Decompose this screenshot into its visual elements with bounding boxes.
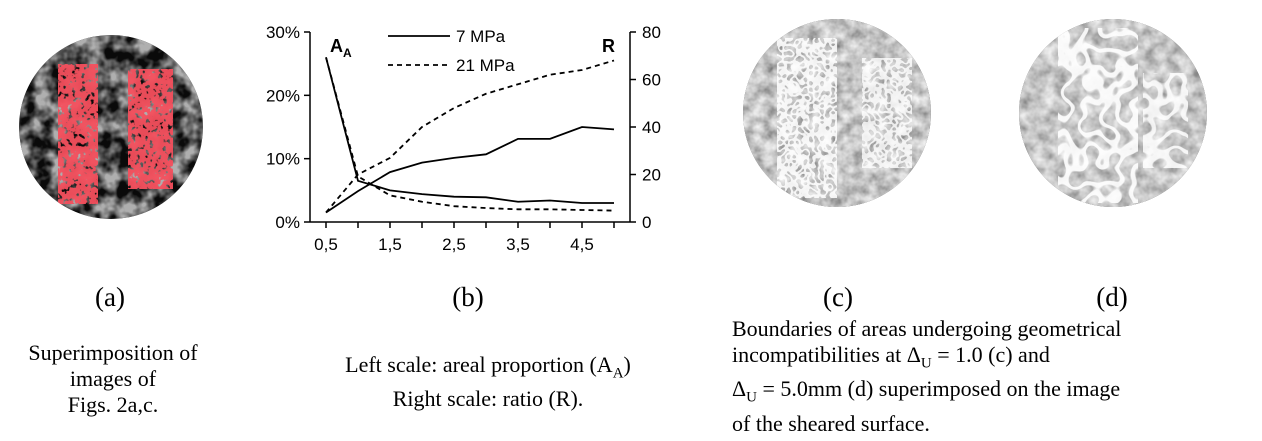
caption-a: Superimposition of images of Figs. 2a,c. [8, 340, 218, 418]
caption-a-line3: Figs. 2a,c. [67, 392, 159, 417]
left-tick-label: 30% [266, 23, 300, 42]
right-tick-label: 60 [642, 71, 661, 90]
x-axis: 0,5 1,5 2,5 3,5 4,5 [310, 221, 630, 254]
right-tick-label: 80 [642, 23, 661, 42]
image-d-boundaries [1019, 19, 1207, 207]
caption-a-line2: images of [69, 366, 157, 391]
caption-cd-l2a: incompatibilities at Δ [732, 342, 921, 367]
left-axis-label-sub: A [343, 46, 352, 60]
caption-b: Left scale: areal proportion (AA) Right … [328, 352, 648, 412]
caption-b-close: ) [623, 352, 631, 377]
right-axis-label: R [602, 36, 615, 56]
caption-cd-l3sub: U [746, 389, 757, 406]
x-tick-label: 3,5 [506, 235, 530, 254]
image-a-superimposition [19, 35, 203, 219]
label-d: (d) [1096, 282, 1128, 312]
legend-label-21mpa: 21 MPa [456, 56, 515, 75]
right-axis: 0 20 40 60 80 [629, 23, 661, 232]
caption-cd-l2sub: U [920, 355, 932, 372]
caption-b-sub: A [612, 365, 624, 382]
caption-cd-line1: Boundaries of areas undergoing geometric… [732, 316, 1122, 341]
right-tick-label: 0 [642, 213, 651, 232]
x-tick-label: 1,5 [378, 235, 402, 254]
series-line-21-mpa-left [325, 57, 615, 212]
left-tick-label: 0% [275, 213, 300, 232]
caption-cd-line2: incompatibilities at ΔU = 1.0 (c) and [732, 342, 1257, 376]
left-tick-label: 10% [266, 150, 300, 169]
left-axis: 0% 10% 20% 30% [266, 23, 311, 232]
chart-b: 0% 10% 20% 30% 0 20 40 60 80 0,5 1,5 2,5 3,5 4,5 7 … [266, 23, 661, 254]
caption-cd-l3b: = 5.0mm (d) superimposed on the image [757, 376, 1121, 402]
caption-cd-l2b: = 1.0 (c) and [931, 342, 1050, 367]
right-tick-label: 40 [642, 118, 661, 137]
series-line-21-mpa-right [325, 59, 615, 214]
x-tick-label: 0,5 [314, 235, 338, 254]
caption-cd-line3: ΔU = 5.0mm (d) superimposed on the image [732, 376, 1257, 410]
series-line-7-mpa-left [325, 57, 614, 204]
x-tick-label: 4,5 [570, 235, 594, 254]
caption-a-line1: Superimposition of [28, 340, 198, 365]
caption-cd-line4: of the sheared surface. [732, 410, 930, 436]
series-group [325, 57, 615, 214]
label-c: (c) [823, 282, 853, 312]
caption-cd: Boundaries of areas undergoing geometric… [732, 316, 1257, 437]
caption-b-line1: Left scale: areal proportion (AA) [328, 352, 648, 386]
legend: 7 MPa 21 MPa [388, 27, 515, 75]
legend-label-7mpa: 7 MPa [456, 27, 506, 46]
left-axis-label: A [330, 36, 343, 56]
image-c-boundaries [743, 19, 931, 207]
right-tick-label: 20 [642, 166, 661, 185]
caption-b-text: Left scale: areal proportion (A [345, 352, 613, 377]
left-tick-label: 20% [266, 86, 300, 105]
series-line-7-mpa-right [325, 126, 615, 214]
caption-b-line2: Right scale: ratio (R). [392, 386, 584, 412]
label-b: (b) [452, 282, 484, 312]
x-tick-label: 2,5 [442, 235, 466, 254]
caption-cd-l3a: Δ [732, 376, 747, 402]
label-a: (a) [95, 282, 125, 312]
